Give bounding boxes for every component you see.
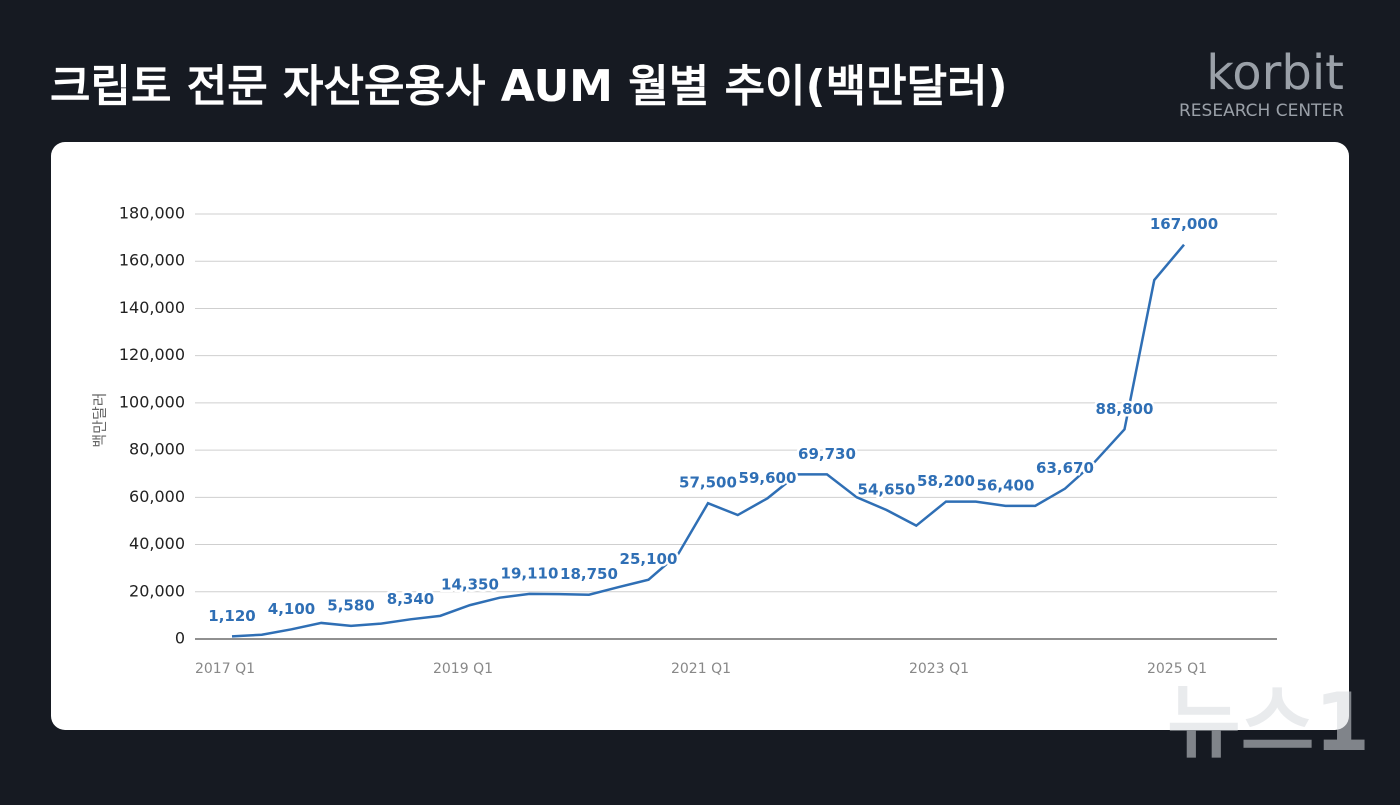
- y-axis-label: 백만달러: [91, 392, 109, 447]
- y-tick-label: 40,000: [129, 534, 185, 553]
- data-label: 167,000: [1150, 215, 1218, 233]
- y-tick-label: 60,000: [129, 487, 185, 506]
- line: [231, 243, 1185, 638]
- card: [51, 142, 1349, 730]
- x-tick-label: 2021 Q1: [671, 661, 731, 677]
- x-tick-label: 2019 Q1: [433, 661, 493, 677]
- data-label: 63,670: [1036, 459, 1094, 477]
- title: 크립토 전문 자산운용사 AUM 월별 추이(백만달러): [50, 61, 1008, 112]
- data-label: 5,580: [327, 596, 374, 614]
- data-label: 57,500: [679, 474, 737, 492]
- data-label: 88,800: [1096, 400, 1154, 418]
- x-tick-label: 2023 Q1: [909, 661, 969, 677]
- y-tick-label: 20,000: [129, 581, 185, 600]
- data-label: 8,340: [387, 590, 434, 608]
- data-label: 54,650: [858, 480, 916, 498]
- y-tick-label: 100,000: [119, 392, 185, 411]
- logo-sub: RESEARCH CENTER: [1179, 101, 1344, 121]
- data-label: 4,100: [268, 600, 315, 618]
- data-label: 56,400: [977, 476, 1035, 494]
- y-tick-label: 160,000: [119, 251, 185, 270]
- data-label: 59,600: [739, 469, 797, 487]
- x-tick-label: 2025 Q1: [1147, 661, 1207, 677]
- y-tick-label: 120,000: [119, 345, 185, 364]
- data-label: 58,200: [917, 472, 975, 490]
- y-tick-label: 80,000: [129, 440, 185, 459]
- y-tick-label: 140,000: [119, 298, 185, 317]
- logo: korbit: [1206, 45, 1344, 101]
- data-label: 19,110: [501, 564, 559, 582]
- data-label: 69,730: [798, 445, 856, 463]
- y-tick-label: 180,000: [119, 204, 185, 223]
- y-tick-label: 0: [175, 629, 185, 648]
- data-label: 14,350: [441, 576, 499, 594]
- data-label: 1,120: [208, 607, 255, 625]
- x-tick-label: 2017 Q1: [195, 661, 255, 677]
- data-label: 18,750: [560, 565, 618, 583]
- data-label: 25,100: [620, 550, 678, 568]
- watermark: 뉴스1: [1167, 676, 1370, 769]
